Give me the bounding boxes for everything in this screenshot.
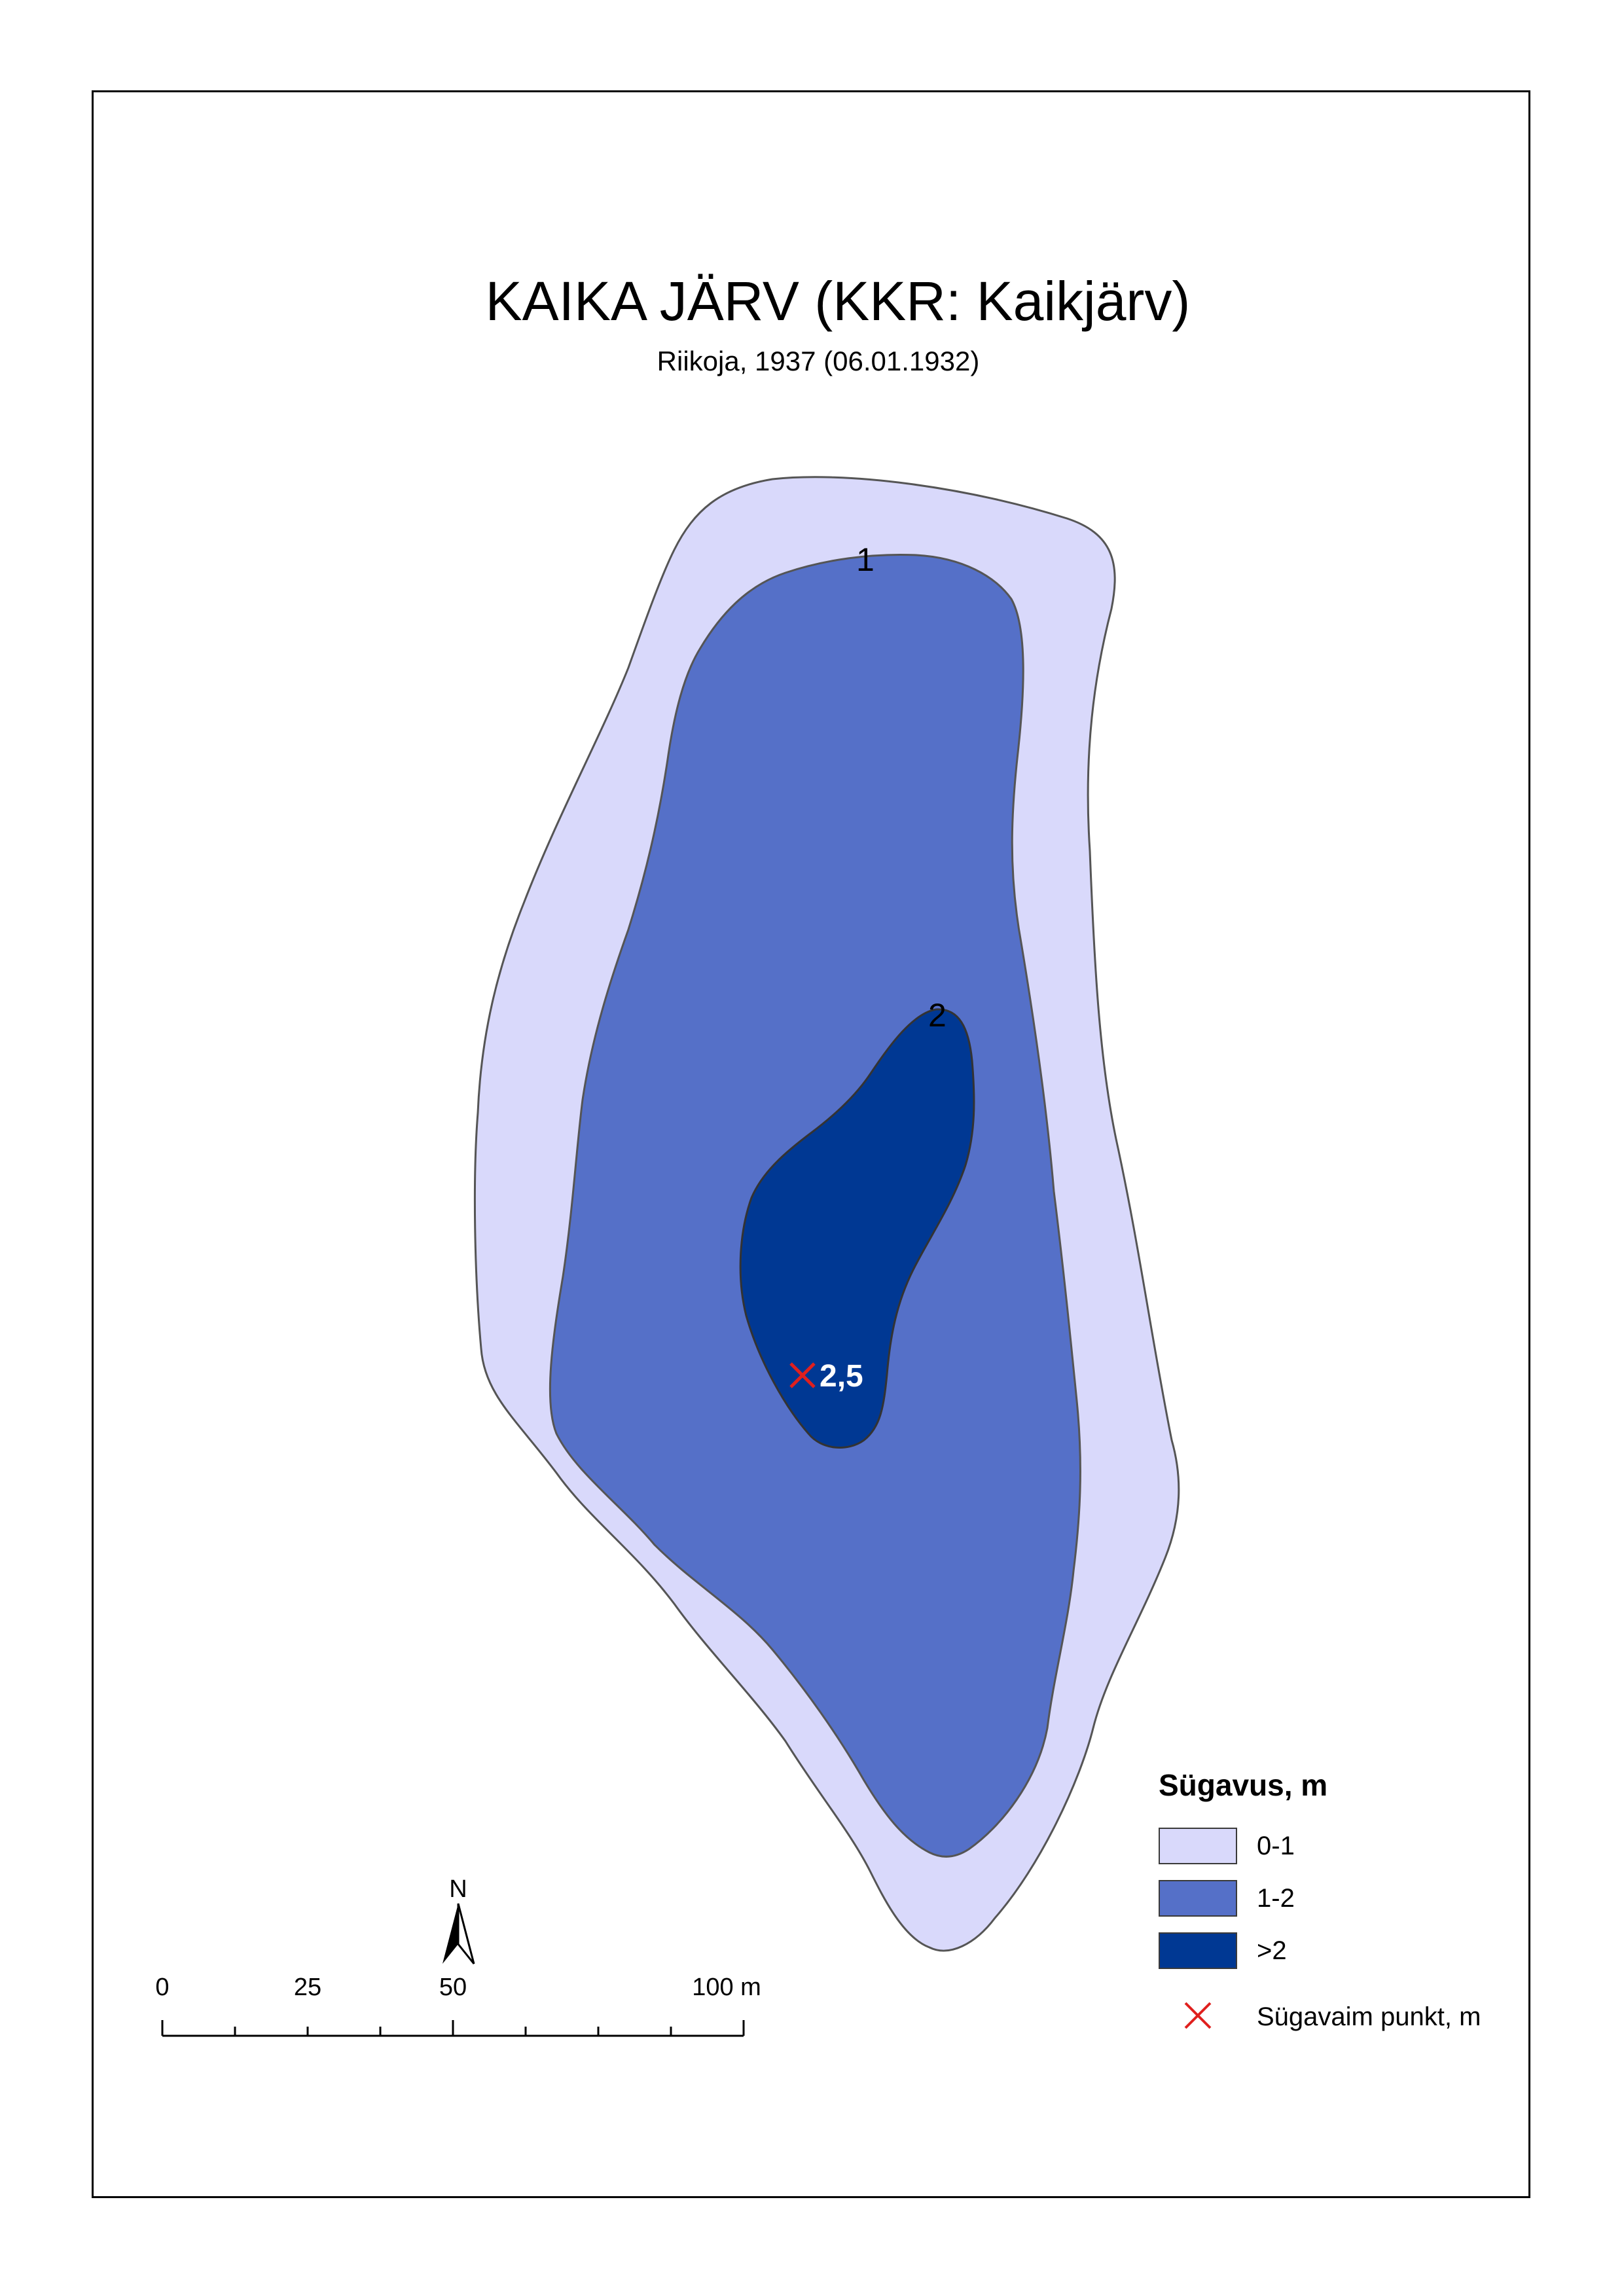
- scale-bar: 0 25 50 100 m: [155, 1974, 761, 2037]
- deepest-point-marker: [789, 1362, 816, 1388]
- legend-item-gt-2: >2: [1159, 1932, 1499, 1969]
- map-subtitle: Riikoja, 1937 (06.01.1932): [657, 346, 980, 376]
- scale-tick-100: 100 m: [692, 1974, 761, 2001]
- legend-item-deepest-point: Sügavaim punkt, m: [1159, 2000, 1499, 2034]
- legend-label-0-1: 0-1: [1257, 1831, 1295, 1860]
- deepest-point-label: 2,5: [820, 1359, 863, 1394]
- scale-tick-25: 25: [294, 1974, 321, 2001]
- legend-label-1-2: 1-2: [1257, 1883, 1295, 1913]
- legend-swatch-gt-2: [1159, 1932, 1237, 1969]
- scale-tick-0: 0: [155, 1974, 169, 2001]
- map-title: KAIKA JÄRV (KKR: Kaikjärv): [485, 270, 1191, 332]
- north-arrow-label: N: [449, 1875, 467, 1903]
- north-arrow: N: [442, 1875, 475, 1964]
- scale-bar-line: [161, 2020, 745, 2037]
- north-arrow-right-icon: [457, 1903, 475, 1964]
- contour-label-1: 1: [856, 541, 875, 578]
- legend-swatch-0-1: [1159, 1828, 1237, 1864]
- legend: Sügavus, m 0-1 1-2 >2 Sügavaim punkt, m: [1159, 1767, 1499, 2034]
- legend-cross-icon: [1159, 2000, 1237, 2034]
- north-arrow-left-icon: [442, 1904, 458, 1964]
- depth-zone-gt-2: [739, 1008, 975, 1449]
- legend-label-deepest-point: Sügavaim punkt, m: [1257, 2002, 1481, 2031]
- map-frame: [92, 90, 1530, 2198]
- legend-item-0-1: 0-1: [1159, 1828, 1499, 1864]
- scale-tick-50: 50: [439, 1974, 467, 2001]
- legend-swatch-1-2: [1159, 1880, 1237, 1917]
- legend-item-1-2: 1-2: [1159, 1880, 1499, 1917]
- legend-label-gt-2: >2: [1257, 1936, 1287, 1965]
- contour-label-2: 2: [928, 997, 947, 1034]
- legend-title: Sügavus, m: [1159, 1768, 1328, 1802]
